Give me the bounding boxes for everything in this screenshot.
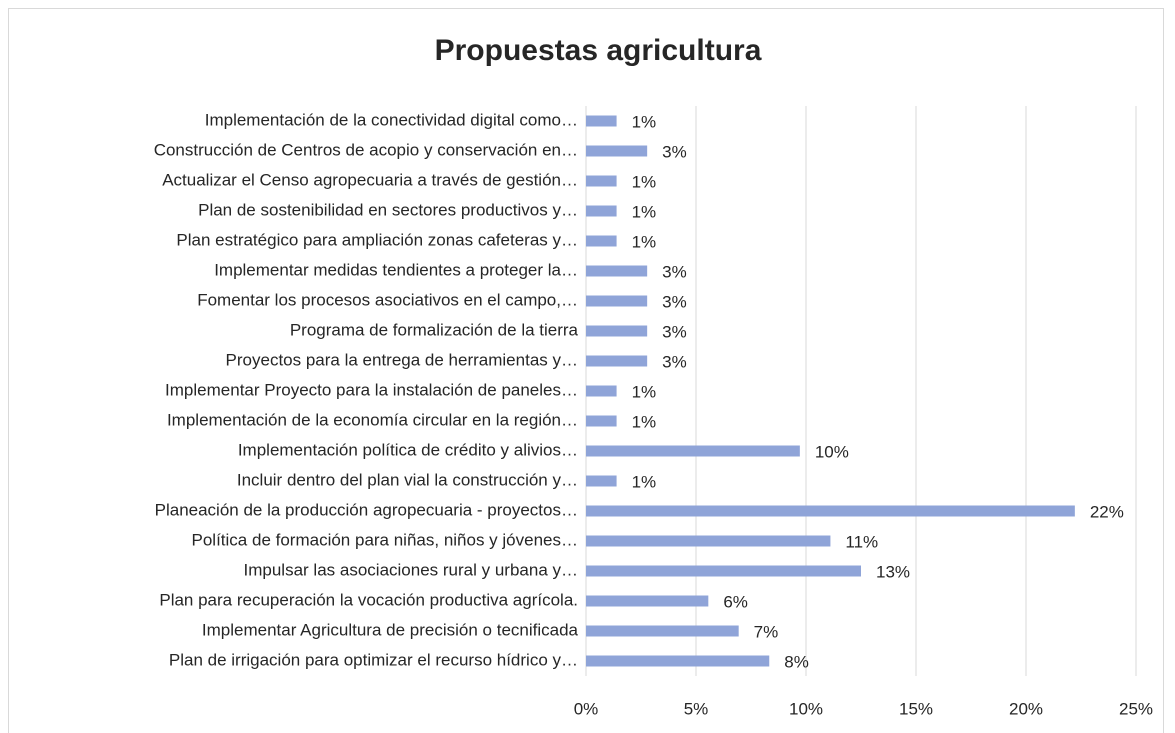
- data-label: 1%: [632, 172, 657, 191]
- data-label: 8%: [784, 652, 809, 671]
- y-tick-label: Política de formación para niñas, niños …: [192, 530, 578, 549]
- bar: [586, 415, 617, 427]
- y-tick-label: Incluir dentro del plan vial la construc…: [237, 470, 578, 489]
- y-tick-label: Construcción de Centros de acopio y cons…: [154, 140, 578, 159]
- y-tick-label: Fomentar los procesos asociativos en el …: [197, 290, 578, 309]
- y-tick-label: Plan de sostenibilidad en sectores produ…: [198, 200, 578, 219]
- data-label: 1%: [632, 202, 657, 221]
- x-tick-label: 25%: [1119, 699, 1153, 718]
- bar: [586, 205, 617, 217]
- y-tick-label: Implementación de la economía circular e…: [167, 410, 578, 429]
- data-label: 1%: [632, 472, 657, 491]
- bar: [586, 145, 648, 157]
- y-tick-label: Planeación de la producción agropecuaria…: [155, 500, 578, 519]
- data-label: 22%: [1090, 502, 1124, 521]
- data-label: 10%: [815, 442, 849, 461]
- bar: [586, 625, 739, 637]
- data-label: 1%: [632, 112, 657, 131]
- bar: [586, 235, 617, 247]
- x-tick-label: 10%: [789, 699, 823, 718]
- bar: [586, 655, 770, 667]
- data-label: 3%: [662, 292, 687, 311]
- bar: [586, 565, 861, 577]
- bar: [586, 445, 800, 457]
- bar: [586, 595, 709, 607]
- x-tick-label: 20%: [1009, 699, 1043, 718]
- y-tick-label: Implementar Proyecto para la instalación…: [165, 380, 578, 399]
- data-label: 6%: [723, 592, 748, 611]
- bar: [586, 115, 617, 127]
- data-label: 3%: [662, 322, 687, 341]
- data-label: 3%: [662, 142, 687, 161]
- data-label: 13%: [876, 562, 910, 581]
- y-tick-label: Plan estratégico para ampliación zonas c…: [176, 230, 578, 249]
- x-tick-label: 15%: [899, 699, 933, 718]
- y-tick-label: Actualizar el Censo agropecuaria a travé…: [162, 170, 578, 189]
- bar: [586, 325, 648, 337]
- data-label: 3%: [662, 352, 687, 371]
- bar: [586, 175, 617, 187]
- bar: [586, 295, 648, 307]
- y-tick-label: Implementación política de crédito y ali…: [238, 440, 578, 459]
- data-label: 1%: [632, 382, 657, 401]
- x-tick-label: 5%: [684, 699, 709, 718]
- bar: [586, 385, 617, 397]
- bar: [586, 505, 1075, 517]
- bar: [586, 265, 648, 277]
- data-label: 7%: [754, 622, 779, 641]
- data-label: 1%: [632, 232, 657, 251]
- chart-title: Propuestas agricultura: [435, 34, 762, 67]
- y-tick-label: Implementar medidas tendientes a protege…: [214, 260, 578, 279]
- bar: [586, 355, 648, 367]
- data-label: 3%: [662, 262, 687, 281]
- data-label: 1%: [632, 412, 657, 431]
- y-tick-label: Implementar Agricultura de precisión o t…: [202, 620, 579, 639]
- y-tick-label: Programa de formalización de la tierra: [290, 320, 579, 339]
- bar: [586, 475, 617, 487]
- y-tick-label: Plan para recuperación la vocación produ…: [159, 590, 578, 609]
- bar: [586, 535, 831, 547]
- y-tick-label: Implementación de la conectividad digita…: [205, 110, 578, 129]
- x-tick-label: 0%: [574, 699, 599, 718]
- y-tick-label: Impulsar las asociaciones rural y urbana…: [244, 560, 578, 579]
- y-tick-label: Proyectos para la entrega de herramienta…: [226, 350, 578, 369]
- data-label: 11%: [845, 532, 878, 551]
- y-tick-label: Plan de irrigación para optimizar el rec…: [169, 650, 578, 669]
